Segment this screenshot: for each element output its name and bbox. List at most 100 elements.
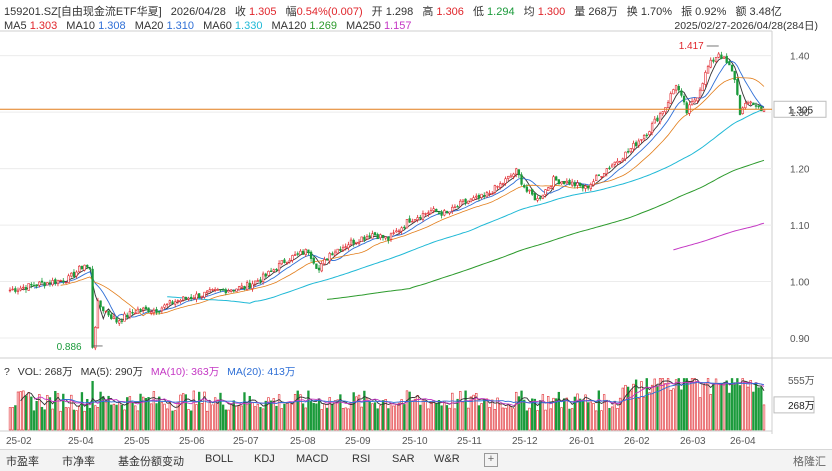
candle xyxy=(496,186,499,188)
volume-bar xyxy=(62,393,65,431)
volume-bar xyxy=(83,410,86,431)
volume-bar xyxy=(581,400,584,431)
candle xyxy=(296,253,299,255)
candle xyxy=(240,285,243,288)
volume-bar xyxy=(459,391,462,431)
candle xyxy=(744,103,747,109)
volume-bar xyxy=(331,403,334,431)
price-chart[interactable]: 1.305 1.417 0.886 1.40 1.30 1.20 1.10 1.00 0.90… xyxy=(0,0,832,449)
help-icon[interactable]: ? xyxy=(4,366,10,378)
price-tick-label: 1.20 xyxy=(790,165,810,176)
volume-bar xyxy=(541,394,545,431)
candle xyxy=(477,194,481,199)
volume-bar xyxy=(578,398,582,431)
candle xyxy=(235,288,238,292)
candle xyxy=(456,206,459,208)
ma20-value: 1.310 xyxy=(166,20,195,32)
candle xyxy=(602,173,606,178)
candle xyxy=(682,95,686,103)
volume-bar xyxy=(163,403,166,431)
volume-bar xyxy=(277,394,281,431)
volume-bar xyxy=(259,407,262,431)
candle xyxy=(578,182,582,187)
volume-bar xyxy=(472,394,475,431)
volume-bar xyxy=(507,404,510,431)
candle xyxy=(110,314,113,319)
volume-bar xyxy=(115,404,118,431)
candle xyxy=(221,289,225,291)
volume-bar xyxy=(301,403,305,431)
candle xyxy=(733,70,736,81)
tab-wr[interactable]: W&R xyxy=(434,453,460,465)
candle xyxy=(160,307,164,312)
candle xyxy=(176,300,180,302)
quote-date: 2026/04/28 xyxy=(170,6,226,18)
volume-bar xyxy=(682,378,686,431)
volume-bar xyxy=(91,380,94,431)
ma10-line xyxy=(33,60,765,319)
candle xyxy=(568,179,571,185)
candle xyxy=(451,206,454,212)
volume-bar xyxy=(656,385,659,431)
tab-kdj[interactable]: KDJ xyxy=(254,453,275,465)
tab-fund-shares[interactable]: 基金份额变动 xyxy=(118,456,184,468)
volume-bar xyxy=(94,405,97,431)
candle xyxy=(373,232,377,236)
volume-bar xyxy=(357,394,361,431)
volume-bar xyxy=(368,401,371,431)
turnover-value: 1.70% xyxy=(640,6,673,18)
add-tab-button[interactable]: + xyxy=(484,453,498,467)
candle xyxy=(40,280,44,283)
candle xyxy=(749,101,752,104)
candle xyxy=(187,297,190,300)
candle xyxy=(355,241,358,244)
volume-bar xyxy=(19,391,22,431)
candle xyxy=(608,167,611,170)
x-tick-label: 25-08 xyxy=(290,436,316,447)
candle xyxy=(128,311,132,318)
candle xyxy=(216,289,219,291)
candle xyxy=(549,186,553,189)
volume-bar xyxy=(56,393,60,431)
volume-bar xyxy=(610,406,614,431)
ma5-value: 1.303 xyxy=(29,20,58,32)
candle xyxy=(107,310,110,316)
vol-ma20-line xyxy=(60,381,765,404)
vol-ma5: MA(5): 290万 xyxy=(80,366,143,378)
tab-pe[interactable]: 市盈率 xyxy=(6,456,39,468)
volume-bar xyxy=(451,392,454,431)
candle xyxy=(264,273,267,277)
candle xyxy=(512,173,515,177)
candle xyxy=(411,220,414,223)
candle xyxy=(752,102,755,106)
tab-macd[interactable]: MACD xyxy=(296,453,329,465)
volume-bar xyxy=(229,403,233,431)
tab-sar[interactable]: SAR xyxy=(392,453,415,465)
candle xyxy=(166,303,169,306)
volume-bar xyxy=(411,400,414,431)
candle xyxy=(368,235,371,238)
candle xyxy=(661,111,664,115)
candle xyxy=(656,117,659,122)
tab-rsi[interactable]: RSI xyxy=(352,453,371,465)
volume-bar xyxy=(608,407,611,431)
x-tick-label: 26-04 xyxy=(730,436,756,447)
volume-bars xyxy=(8,378,766,431)
volume-bar xyxy=(365,397,369,431)
candle xyxy=(104,310,108,313)
ma120-line xyxy=(327,159,765,300)
low-label: 0.886 xyxy=(57,342,82,353)
candle xyxy=(213,288,217,291)
close-label: 收 xyxy=(234,6,246,18)
tab-boll[interactable]: BOLL xyxy=(205,453,234,465)
vol-ma10-line xyxy=(33,380,765,406)
candle xyxy=(469,198,473,203)
candle xyxy=(224,289,227,294)
candle xyxy=(515,168,518,175)
tab-pb[interactable]: 市净率 xyxy=(62,456,95,468)
volume-bar xyxy=(536,410,539,431)
volume-bar xyxy=(531,398,534,431)
candle xyxy=(427,212,430,215)
volume-bar xyxy=(155,403,158,431)
candle xyxy=(488,192,491,195)
